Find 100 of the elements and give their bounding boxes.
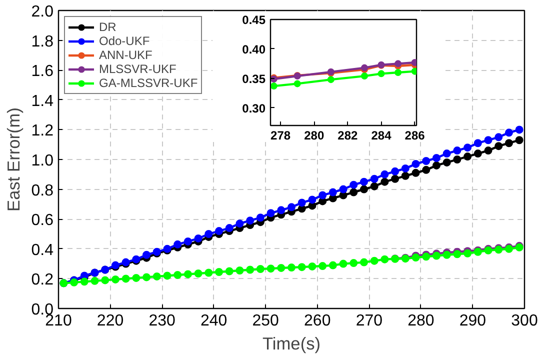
point bbox=[308, 196, 316, 204]
point bbox=[504, 139, 513, 148]
point bbox=[422, 156, 430, 165]
point bbox=[142, 273, 151, 282]
point bbox=[442, 158, 451, 166]
point bbox=[378, 70, 385, 78]
point bbox=[422, 166, 430, 174]
point bbox=[277, 264, 286, 272]
point bbox=[328, 188, 337, 196]
point bbox=[204, 268, 213, 277]
point bbox=[111, 275, 120, 284]
point bbox=[256, 265, 264, 274]
point bbox=[246, 266, 254, 274]
point bbox=[360, 258, 368, 266]
point bbox=[360, 185, 368, 194]
x-tick-label: 286 bbox=[404, 128, 426, 142]
point bbox=[391, 167, 400, 176]
y-tick-label: 0.6 bbox=[31, 212, 54, 230]
point bbox=[504, 128, 513, 137]
point bbox=[80, 278, 88, 286]
x-tick-label: 280 bbox=[304, 128, 324, 142]
x-tick-label: 290 bbox=[459, 312, 486, 330]
point bbox=[152, 272, 161, 280]
point bbox=[453, 250, 462, 258]
point bbox=[360, 72, 368, 80]
point bbox=[412, 168, 420, 177]
x-tick-label: 284 bbox=[371, 128, 392, 142]
point bbox=[370, 256, 378, 265]
point bbox=[298, 263, 306, 272]
point bbox=[391, 174, 400, 183]
point bbox=[122, 274, 130, 283]
point bbox=[288, 264, 296, 272]
point bbox=[432, 154, 440, 162]
y-tick-label: 0.40 bbox=[242, 42, 266, 56]
legend-label: DR bbox=[99, 20, 118, 34]
legend-label: MLSSVR-UKF bbox=[99, 62, 176, 76]
point bbox=[484, 146, 492, 155]
x-tick-label: 240 bbox=[200, 312, 228, 330]
x-axis-title: Time(s) bbox=[262, 334, 321, 354]
point bbox=[318, 262, 327, 270]
point bbox=[464, 152, 472, 161]
point bbox=[380, 170, 389, 178]
point bbox=[142, 250, 151, 259]
point bbox=[163, 272, 172, 280]
x-tick-label: 278 bbox=[270, 128, 291, 142]
y-tick-label: 0.2 bbox=[31, 272, 54, 289]
point bbox=[453, 146, 462, 155]
point bbox=[350, 259, 358, 268]
point bbox=[380, 178, 389, 186]
point bbox=[339, 260, 348, 268]
y-tick-label: 0.4 bbox=[31, 242, 54, 259]
point bbox=[132, 274, 140, 282]
point bbox=[328, 261, 337, 270]
point bbox=[215, 268, 224, 276]
y-tick-label: 1.8 bbox=[31, 33, 54, 50]
point bbox=[101, 276, 110, 284]
y-tick-label: 1.0 bbox=[31, 152, 54, 170]
point bbox=[515, 136, 524, 144]
point bbox=[394, 60, 402, 68]
point bbox=[225, 267, 234, 276]
point bbox=[327, 76, 334, 84]
point bbox=[294, 80, 301, 88]
x-tick-label: 260 bbox=[304, 312, 331, 330]
x-tick-label: 282 bbox=[338, 128, 358, 142]
point bbox=[270, 82, 278, 90]
point bbox=[298, 198, 306, 207]
point bbox=[236, 220, 244, 228]
y-tick-label: 0.30 bbox=[242, 101, 266, 116]
point bbox=[339, 185, 348, 194]
point bbox=[215, 227, 224, 236]
x-tick-label: 280 bbox=[408, 312, 434, 330]
y-tick-label: 0.8 bbox=[31, 182, 54, 200]
point bbox=[412, 160, 420, 168]
point bbox=[401, 164, 410, 172]
point bbox=[184, 237, 192, 246]
point bbox=[266, 264, 275, 273]
point bbox=[236, 266, 244, 274]
point bbox=[308, 262, 316, 270]
point bbox=[453, 156, 462, 164]
point bbox=[318, 191, 327, 200]
point bbox=[474, 139, 482, 148]
point bbox=[370, 174, 378, 183]
point bbox=[380, 255, 389, 264]
point bbox=[494, 142, 503, 150]
y-tick-label: 2.0 bbox=[31, 4, 54, 20]
x-tick-label: 250 bbox=[252, 312, 280, 330]
x-tick-label: 300 bbox=[511, 312, 538, 330]
point bbox=[484, 136, 492, 144]
point bbox=[350, 188, 358, 196]
point bbox=[204, 230, 213, 238]
point bbox=[494, 133, 503, 142]
point bbox=[474, 150, 482, 158]
point bbox=[401, 172, 410, 180]
y-tick-label: 1.4 bbox=[31, 92, 54, 110]
point bbox=[246, 216, 254, 225]
y-tick-label: 0.45 bbox=[242, 13, 266, 27]
y-axis-title: East Error(m) bbox=[3, 108, 24, 212]
point bbox=[464, 144, 472, 152]
point bbox=[184, 270, 192, 278]
x-tick-label: 270 bbox=[356, 312, 383, 330]
